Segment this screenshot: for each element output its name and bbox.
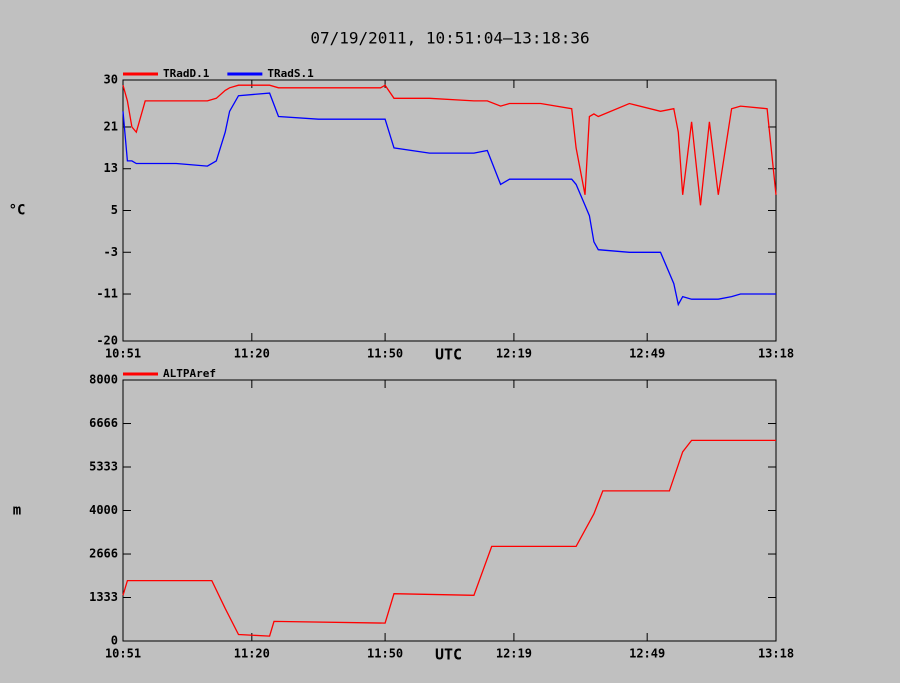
chart-title: 07/19/2011, 10:51:04–13:18:36 (310, 29, 589, 48)
y-tick-label: 5333 (89, 460, 118, 474)
y-tick-label: 5 (111, 203, 118, 217)
y-tick-label: 0 (111, 634, 118, 648)
y-tick-label: 4000 (89, 503, 118, 517)
y-tick-label: 13 (104, 161, 118, 175)
y-tick-label: 21 (104, 119, 118, 133)
legend-label: TRadS.1 (267, 67, 314, 80)
y-tick-label: 8000 (89, 373, 118, 387)
x-tick-label: 11:20 (234, 347, 270, 361)
x-tick-label: 11:50 (367, 647, 403, 661)
y-tick-label: 2666 (89, 547, 118, 561)
x-tick-label: 10:51 (105, 347, 141, 361)
y-axis-label: °C (9, 203, 26, 219)
x-tick-label: 11:20 (234, 647, 270, 661)
y-tick-label: -11 (96, 287, 118, 301)
series-line (122, 84, 777, 206)
y-tick-label: 6666 (89, 416, 118, 430)
x-tick-label: 13:18 (758, 347, 794, 361)
series-line (122, 439, 776, 637)
x-tick-label: 11:50 (367, 347, 403, 361)
series-line (122, 92, 776, 307)
y-tick-label: -20 (96, 334, 118, 348)
x-tick-label: 12:19 (496, 647, 532, 661)
y-tick-label: -3 (104, 245, 118, 259)
x-axis-label: UTC (435, 646, 462, 664)
plot-frame (122, 379, 777, 642)
y-tick-label: 30 (104, 73, 118, 87)
x-tick-label: 12:49 (629, 347, 665, 361)
x-tick-label: 12:49 (629, 647, 665, 661)
legend-label: TRadD.1 (163, 67, 210, 80)
y-axis-label: m (13, 503, 21, 519)
x-tick-label: 10:51 (105, 647, 141, 661)
x-axis-label: UTC (435, 346, 462, 364)
x-tick-label: 13:18 (758, 647, 794, 661)
y-tick-label: 1333 (89, 590, 118, 604)
legend-label: ALTPAref (163, 367, 216, 380)
x-tick-label: 12:19 (496, 347, 532, 361)
